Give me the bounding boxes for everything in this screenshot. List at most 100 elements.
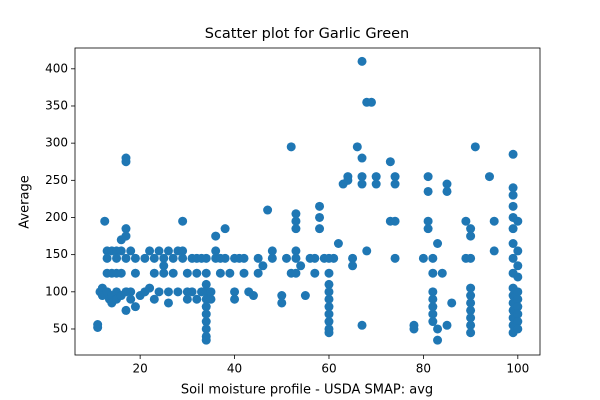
x-tick-label: 80 (416, 362, 431, 376)
scatter-point (121, 157, 131, 167)
scatter-point (230, 294, 240, 304)
scatter-point (470, 142, 480, 152)
scatter-point (324, 287, 334, 297)
scatter-point (508, 238, 518, 248)
scatter-point (211, 246, 221, 256)
scatter-point (366, 97, 376, 107)
scatter-point (126, 287, 136, 297)
scatter-point (163, 246, 173, 256)
scatter-point (291, 216, 301, 226)
scatter-point (428, 253, 438, 263)
scatter-point (333, 238, 343, 248)
scatter-point (121, 305, 131, 315)
scatter-point (263, 205, 273, 215)
scatter-point (324, 317, 334, 327)
scatter-point (362, 246, 372, 256)
y-tick-label: 250 (45, 173, 68, 187)
scatter-point (423, 172, 433, 182)
scatter-point (466, 283, 476, 293)
scatter-point (258, 261, 268, 271)
x-tick-label: 60 (321, 362, 336, 376)
scatter-point (513, 317, 523, 327)
scatter-point (390, 179, 400, 189)
scatter-point (348, 253, 358, 263)
scatter-point (178, 246, 188, 256)
scatter-point (192, 268, 202, 278)
scatter-point (182, 268, 192, 278)
scatter-point (466, 313, 476, 323)
scatter-point (201, 335, 211, 345)
scatter-point (423, 224, 433, 234)
y-tick-label: 350 (45, 98, 68, 112)
scatter-point (163, 287, 173, 297)
scatter-point (130, 302, 140, 312)
scatter-point (121, 224, 131, 234)
scatter-point (192, 294, 202, 304)
scatter-point (220, 224, 230, 234)
scatter-point (149, 294, 159, 304)
x-tick-label: 100 (506, 362, 529, 376)
scatter-point (428, 309, 438, 319)
scatter-point (239, 268, 249, 278)
scatter-point (324, 268, 334, 278)
scatter-point (428, 302, 438, 312)
scatter-point (130, 268, 140, 278)
scatter-point (225, 268, 235, 278)
scatter-point (508, 201, 518, 211)
scatter-point (357, 172, 367, 182)
scatter-point (215, 268, 225, 278)
scatter-point (239, 253, 249, 263)
scatter-point (437, 268, 447, 278)
scatter-point (513, 302, 523, 312)
scatter-point (428, 317, 438, 327)
scatter-point (371, 172, 381, 182)
scatter-point (508, 149, 518, 159)
y-axis-label: Average (18, 175, 33, 228)
scatter-point (423, 186, 433, 196)
scatter-point (130, 253, 140, 263)
x-tick-label: 20 (133, 362, 148, 376)
scatter-point (291, 253, 301, 263)
scatter-point (357, 320, 367, 330)
scatter-point (513, 216, 523, 226)
x-axis-label: Soil moisture profile - USDA SMAP: avg (181, 383, 433, 398)
scatter-point (466, 328, 476, 338)
scatter-point (267, 253, 277, 263)
scatter-point (178, 216, 188, 226)
scatter-point (168, 253, 178, 263)
y-tick-label: 100 (45, 284, 68, 298)
scatter-point (357, 179, 367, 189)
scatter-point (461, 216, 471, 226)
scatter-point (315, 224, 325, 234)
scatter-point (291, 209, 301, 219)
scatter-point (159, 268, 169, 278)
scatter-point (513, 294, 523, 304)
scatter-point (513, 261, 523, 271)
scatter-point (291, 224, 301, 234)
scatter-point (513, 309, 523, 319)
scatter-point (159, 253, 169, 263)
scatter-point (116, 268, 126, 278)
scatter-point (277, 298, 287, 308)
scatter-point (149, 268, 159, 278)
scatter-point (201, 317, 211, 327)
scatter-point (230, 287, 240, 297)
axes-frame (74, 47, 541, 356)
scatter-point (433, 335, 443, 345)
scatter-point (296, 261, 306, 271)
scatter-point (352, 142, 362, 152)
scatter-point (300, 291, 310, 301)
scatter-point (508, 224, 518, 234)
scatter-point (390, 172, 400, 182)
scatter-point (442, 186, 452, 196)
scatter-point (211, 231, 221, 241)
scatter-point (187, 287, 197, 297)
scatter-point (253, 253, 263, 263)
scatter-point (428, 294, 438, 304)
scatter-point (277, 291, 287, 301)
scatter-point (466, 320, 476, 330)
scatter-point (206, 294, 216, 304)
scatter-point (173, 287, 183, 297)
chart-title: Scatter plot for Garlic Green (205, 26, 410, 42)
